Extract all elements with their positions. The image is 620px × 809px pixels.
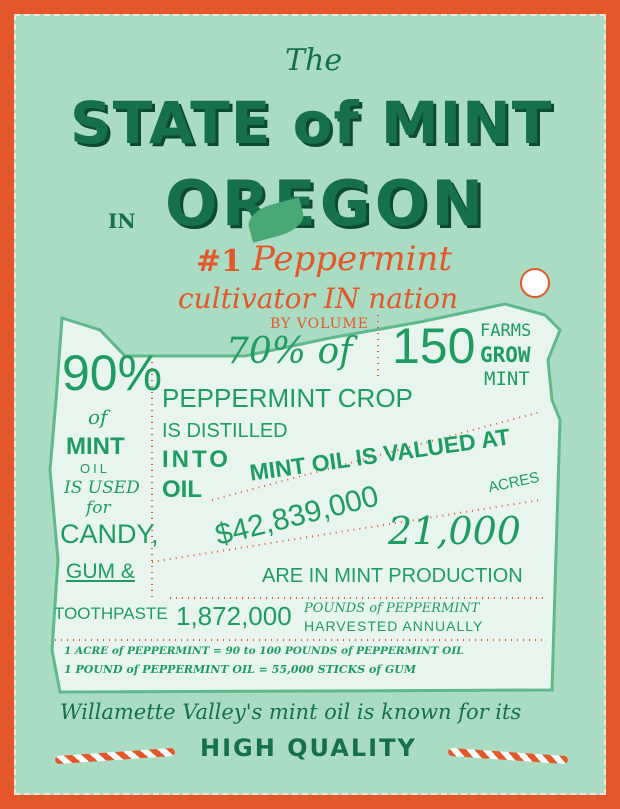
footer-line1: Willamette Valley's mint oil is known fo… [60,700,522,724]
farms-line3: MINT [484,368,530,390]
oregon-shape [48,302,562,694]
acres-num: 21,000 [388,509,521,553]
headline-word1: Peppermint [252,239,453,279]
headline-qualifier: BY VOLUME [270,316,369,332]
candy-for: for [86,498,111,518]
farms-line1: FARMS [480,321,532,341]
headline-word2: cultivator IN nation [178,282,459,315]
distilled-line4: OIL [162,476,202,503]
candy-pct: 90% [62,345,163,401]
pounds-line1: POUNDS of PEPPERMINT [304,601,480,616]
candy-oil: OIL [80,461,110,476]
pounds-num: 1,872,000 [176,601,292,631]
candy-toothpaste: TOOTHPASTE [54,604,168,623]
candy-mint: MINT [66,433,125,460]
distilled-pct: 70% of [226,331,353,372]
distilled-line2: IS DISTILLED [162,420,288,442]
title-line2: OREGON [165,167,488,240]
pounds-line2: HARVESTED ANNUALLY [304,618,484,634]
farms-line2: GROW [480,343,531,367]
headline-rank: #1 [196,244,243,279]
title-line1: STATE of MINT [70,89,553,157]
conversion-acre: 1 ACRE of PEPPERMINT = 90 to 100 POUNDS … [64,645,464,657]
acres-line2: ARE IN MINT PRODUCTION [262,565,523,587]
candy-candy: CANDY, [60,519,159,549]
farms-num: 150 [392,318,476,374]
dotted-dividers [55,315,545,641]
title-in: IN [108,209,136,233]
peppermint-candy-icon [520,268,550,298]
title-the: The [285,43,343,78]
footer-line2: HIGH QUALITY [200,734,417,762]
conversion-gum: 1 POUND of PEPPERMINT OIL = 55,000 STICK… [64,663,417,676]
candy-used: IS USED [64,478,140,498]
candy-of: of [88,405,108,429]
candy-gum: GUM & [66,560,135,583]
distilled-line1: PEPPERMINT CROP [162,383,413,413]
distilled-line3: INTO [162,446,231,473]
